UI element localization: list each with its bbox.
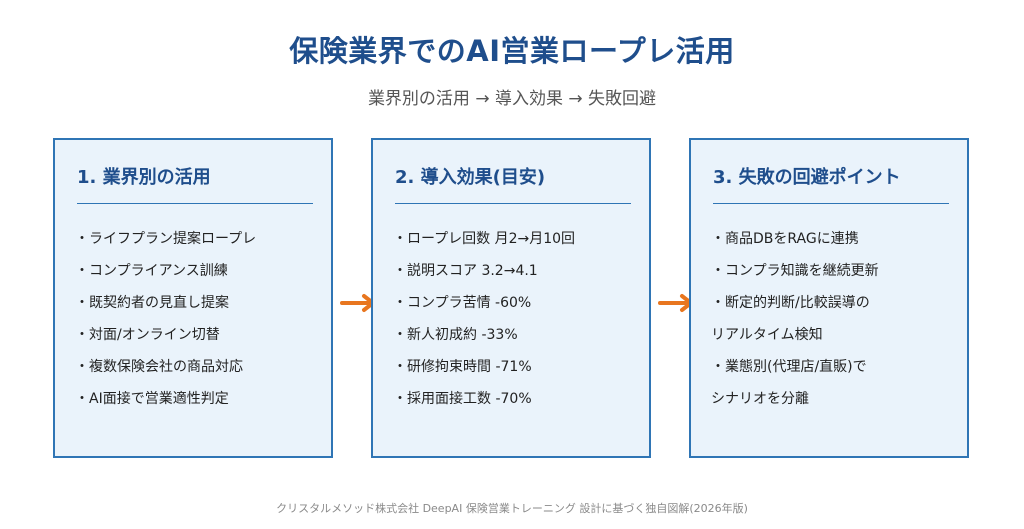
page-subtitle: 業界別の活用 → 導入効果 → 失敗回避: [367, 89, 657, 109]
list-item: ・業態別(代理店/直販)で: [711, 359, 867, 375]
list-item: ・複数保険会社の商品対応: [75, 359, 243, 375]
list-item: シナリオを分離: [711, 391, 809, 407]
panel-list: ・商品DBをRAGに連携 ・コンプラ知識を継続更新 ・断定的判断/比較誤導の リ…: [711, 228, 959, 420]
panel-failure-avoidance: 3. 失敗の回避ポイント ・商品DBをRAGに連携 ・コンプラ知識を継続更新 ・…: [689, 138, 969, 458]
panel-heading: 2. 導入効果(目安): [395, 167, 546, 188]
list-item: ・断定的判断/比較誤導の: [711, 295, 870, 311]
list-item: ・既契約者の見直し提案: [75, 295, 229, 311]
panel-divider: [713, 203, 949, 204]
page-title: 保険業界でのAI営業ロープレ活用: [289, 34, 735, 68]
list-item: リアルタイム検知: [711, 327, 823, 343]
panel-list: ・ロープレ回数 月2→月10回 ・説明スコア 3.2→4.1 ・コンプラ苦情 -…: [393, 228, 641, 420]
list-item: ・商品DBをRAGに連携: [711, 231, 859, 247]
panel-list: ・ライフプラン提案ロープレ ・コンプライアンス訓練 ・既契約者の見直し提案 ・対…: [75, 228, 323, 420]
list-item: ・コンプラ苦情 -60%: [393, 295, 532, 311]
list-item: ・ライフプラン提案ロープレ: [75, 231, 257, 247]
panel-heading: 1. 業界別の活用: [77, 167, 211, 188]
list-item: ・説明スコア 3.2→4.1: [393, 263, 538, 279]
footer-credit: クリスタルメソッド株式会社 DeepAI 保険営業トレーニング 設計に基づく独自…: [276, 502, 748, 515]
panel-heading: 3. 失敗の回避ポイント: [713, 167, 901, 188]
panel-divider: [77, 203, 313, 204]
list-item: ・AI面接で営業適性判定: [75, 391, 229, 407]
list-item: ・コンプライアンス訓練: [75, 263, 228, 279]
list-item: ・ロープレ回数 月2→月10回: [393, 231, 576, 247]
panel-adoption-effects: 2. 導入効果(目安) ・ロープレ回数 月2→月10回 ・説明スコア 3.2→4…: [371, 138, 651, 458]
list-item: ・新人初成約 -33%: [393, 327, 518, 343]
list-item: ・コンプラ知識を継続更新: [711, 263, 879, 279]
list-item: ・研修拘束時間 -71%: [393, 359, 532, 375]
list-item: ・採用面接工数 -70%: [393, 391, 532, 407]
panel-industry-use: 1. 業界別の活用 ・ライフプラン提案ロープレ ・コンプライアンス訓練 ・既契約…: [53, 138, 333, 458]
panel-divider: [395, 203, 631, 204]
list-item: ・対面/オンライン切替: [75, 327, 220, 343]
